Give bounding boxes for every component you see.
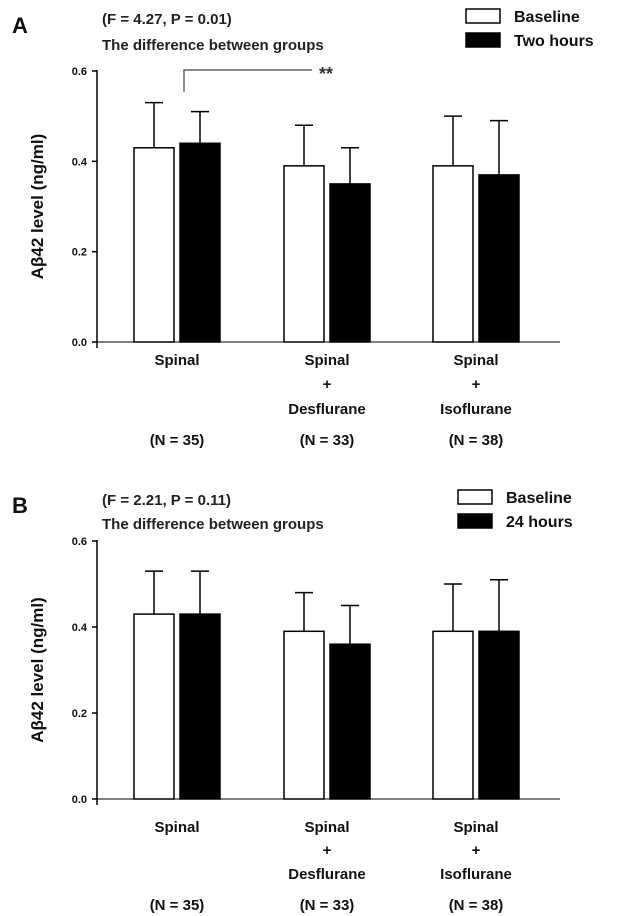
panel-b: B (F = 2.21, P = 0.11) The difference betw… [12,489,573,914]
panel-letter: B [12,493,28,518]
category-label: Spinal [304,352,349,369]
category-label: Desflurane [288,866,366,883]
bar [133,147,175,343]
bar [329,183,371,343]
y-tick-label: 0.4 [72,156,88,168]
category-label: Spinal [154,819,199,836]
legend-swatch-1 [457,513,493,529]
y-tick-label: 0.2 [72,708,87,720]
category-label: + [323,842,332,859]
category-n-label: (N = 38) [449,432,504,449]
legend-label-0: Baseline [506,490,572,507]
legend-swatch-1 [465,32,501,48]
category-n-label: (N = 38) [449,897,504,914]
category-label: + [472,842,481,859]
category-n-label: (N = 35) [150,897,205,914]
category-label: + [323,376,332,393]
bar [329,643,371,800]
category-n-label: (N = 35) [150,432,205,449]
bar [283,165,325,343]
category-label: Spinal [304,819,349,836]
bar [432,630,474,800]
panel-a: A (F = 4.27, P = 0.01) The difference betw… [12,8,594,449]
y-tick-label: 0.0 [72,337,87,349]
legend-label-1: 24 hours [506,514,573,531]
y-tick-label: 0.0 [72,794,87,806]
legend-label-0: Baseline [514,9,580,26]
stats-line: (F = 2.21, P = 0.11) [102,492,231,509]
bar [179,613,221,800]
panel-letter: A [12,13,28,38]
y-tick-label: 0.4 [72,622,88,634]
y-axis-title: Aβ42 level (ng/ml) [28,597,47,742]
category-label: Spinal [453,352,498,369]
stats-subtitle: The difference between groups [102,37,324,54]
bar [432,165,474,343]
category-label: Spinal [154,352,199,369]
category-label: Isoflurane [440,401,512,418]
category-label: Desflurane [288,401,366,418]
legend-label-1: Two hours [514,33,594,50]
y-tick-label: 0.2 [72,247,87,259]
significance-label: ** [319,64,333,84]
category-n-label: (N = 33) [300,432,355,449]
bar [283,630,325,800]
y-tick-label: 0.6 [72,536,87,548]
bar [179,142,221,343]
bar [478,630,520,800]
stats-subtitle: The difference between groups [102,516,324,533]
category-n-label: (N = 33) [300,897,355,914]
stats-line: (F = 4.27, P = 0.01) [102,11,232,28]
significance-bracket [183,69,312,92]
category-label: Spinal [453,819,498,836]
category-label: Isoflurane [440,866,512,883]
legend-swatch-0 [457,489,493,505]
bar [133,613,175,800]
y-tick-label: 0.6 [72,66,87,78]
legend-swatch-0 [465,8,501,24]
category-label: + [472,376,481,393]
y-axis-title: Aβ42 level (ng/ml) [28,134,47,279]
bar [478,174,520,343]
